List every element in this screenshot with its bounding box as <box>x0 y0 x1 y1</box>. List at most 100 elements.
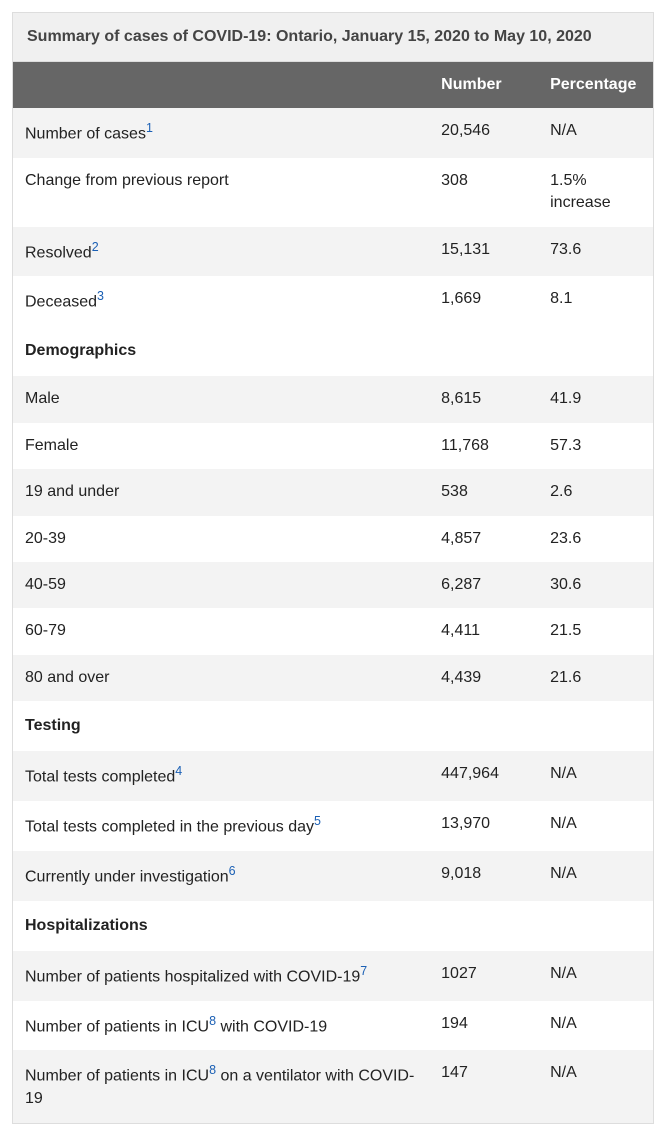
row-number: 15,131 <box>429 227 538 277</box>
table-header-row: Number Percentage <box>13 62 654 109</box>
row-percentage: 8.1 <box>538 276 653 326</box>
row-label: 20-39 <box>13 516 430 562</box>
row-number: 20,546 <box>429 108 538 158</box>
col-header-number: Number <box>429 62 538 109</box>
section-heading: Testing <box>13 701 654 751</box>
row-label-text: 40-59 <box>25 576 66 593</box>
table-row: Male 8,61541.9 <box>13 376 654 422</box>
row-label-text: Female <box>25 437 78 454</box>
section-heading: Hospitalizations <box>13 901 654 951</box>
row-number: 1,669 <box>429 276 538 326</box>
row-label-text: Number of patients hospitalized with COV… <box>25 968 360 985</box>
table-row: Number of patients hospitalized with COV… <box>13 951 654 1001</box>
row-number: 194 <box>429 1001 538 1051</box>
row-label: Resolved2 <box>13 227 430 277</box>
row-percentage: 21.5 <box>538 608 653 654</box>
row-label: Number of patients in ICU8 with COVID-19 <box>13 1001 430 1051</box>
row-number: 4,411 <box>429 608 538 654</box>
table-row: Female11,76857.3 <box>13 423 654 469</box>
row-label-text: Change from previous report <box>25 172 229 189</box>
section-title: Hospitalizations <box>25 917 148 934</box>
table-row: Change from previous report 3081.5% incre… <box>13 158 654 227</box>
row-label: Deceased3 <box>13 276 430 326</box>
row-number: 8,615 <box>429 376 538 422</box>
row-label: 80 and over <box>13 655 430 701</box>
row-label-text: Male <box>25 390 60 407</box>
row-label: Male <box>13 376 430 422</box>
row-label: 19 and under <box>13 469 430 515</box>
section-title: Testing <box>25 717 81 734</box>
row-label-text: with COVID-19 <box>216 1018 327 1035</box>
row-percentage: N/A <box>538 1050 653 1123</box>
footnote-ref[interactable]: 8 <box>209 1063 216 1077</box>
row-number: 308 <box>429 158 538 227</box>
row-label-text: Total tests completed <box>25 769 175 786</box>
section-heading: Demographics <box>13 326 654 376</box>
table-row: Number of patients in ICU8 on a ventilat… <box>13 1050 654 1123</box>
footnote-ref[interactable]: 2 <box>92 240 99 254</box>
row-label: Number of cases1 <box>13 108 430 158</box>
footnote-ref[interactable]: 7 <box>360 964 367 978</box>
row-percentage: 1.5% increase <box>538 158 653 227</box>
col-header-blank <box>13 62 430 109</box>
footnote-ref[interactable]: 1 <box>146 121 153 135</box>
row-label: 60-79 <box>13 608 430 654</box>
row-percentage: 73.6 <box>538 227 653 277</box>
row-label-text: Currently under investigation <box>25 868 229 885</box>
row-percentage: N/A <box>538 951 653 1001</box>
table-row: 20-39 4,85723.6 <box>13 516 654 562</box>
row-percentage: 30.6 <box>538 562 653 608</box>
row-label: Testing <box>13 701 654 751</box>
table-row: 19 and under5382.6 <box>13 469 654 515</box>
table-row: 80 and over4,43921.6 <box>13 655 654 701</box>
row-percentage: N/A <box>538 1001 653 1051</box>
row-label-text: Total tests completed in the previous da… <box>25 819 314 836</box>
row-number: 6,287 <box>429 562 538 608</box>
row-label-text: 20-39 <box>25 530 66 547</box>
row-label: Female <box>13 423 430 469</box>
row-label-text: 80 and over <box>25 669 110 686</box>
row-percentage: N/A <box>538 108 653 158</box>
table-row: Total tests completed4447,964N/A <box>13 751 654 801</box>
row-number: 447,964 <box>429 751 538 801</box>
table-row: Deceased31,6698.1 <box>13 276 654 326</box>
footnote-ref[interactable]: 5 <box>314 814 321 828</box>
row-label: Number of patients hospitalized with COV… <box>13 951 430 1001</box>
row-number: 4,439 <box>429 655 538 701</box>
row-number: 13,970 <box>429 801 538 851</box>
footnote-ref[interactable]: 3 <box>97 289 104 303</box>
row-label: Total tests completed4 <box>13 751 430 801</box>
table-row: Total tests completed in the previous da… <box>13 801 654 851</box>
table-caption: Summary of cases of COVID-19: Ontario, J… <box>12 12 654 61</box>
row-number: 9,018 <box>429 851 538 901</box>
row-percentage: 23.6 <box>538 516 653 562</box>
row-label-text: 19 and under <box>25 483 119 500</box>
col-header-percentage: Percentage <box>538 62 653 109</box>
row-number: 4,857 <box>429 516 538 562</box>
footnote-ref[interactable]: 8 <box>209 1014 216 1028</box>
row-number: 11,768 <box>429 423 538 469</box>
section-title: Demographics <box>25 342 136 359</box>
row-number: 1027 <box>429 951 538 1001</box>
footnote-ref[interactable]: 6 <box>229 864 236 878</box>
row-label: Currently under investigation6 <box>13 851 430 901</box>
summary-table: Number Percentage Number of cases120,546… <box>12 61 654 1124</box>
row-label: Change from previous report <box>13 158 430 227</box>
table-row: 60-79 4,41121.5 <box>13 608 654 654</box>
row-label: Demographics <box>13 326 654 376</box>
row-label-text: Resolved <box>25 244 92 261</box>
row-percentage: N/A <box>538 801 653 851</box>
row-label-text: Number of patients in ICU <box>25 1018 209 1035</box>
row-label-text: 60-79 <box>25 622 66 639</box>
row-number: 147 <box>429 1050 538 1123</box>
table-row: Currently under investigation69,018N/A <box>13 851 654 901</box>
row-label-text: Number of cases <box>25 125 146 142</box>
table-row: Resolved215,13173.6 <box>13 227 654 277</box>
row-label: 40-59 <box>13 562 430 608</box>
row-label-text: Deceased <box>25 294 97 311</box>
table-row: Number of patients in ICU8 with COVID-19… <box>13 1001 654 1051</box>
row-number: 538 <box>429 469 538 515</box>
row-percentage: 41.9 <box>538 376 653 422</box>
footnote-ref[interactable]: 4 <box>175 764 182 778</box>
row-label: Total tests completed in the previous da… <box>13 801 430 851</box>
